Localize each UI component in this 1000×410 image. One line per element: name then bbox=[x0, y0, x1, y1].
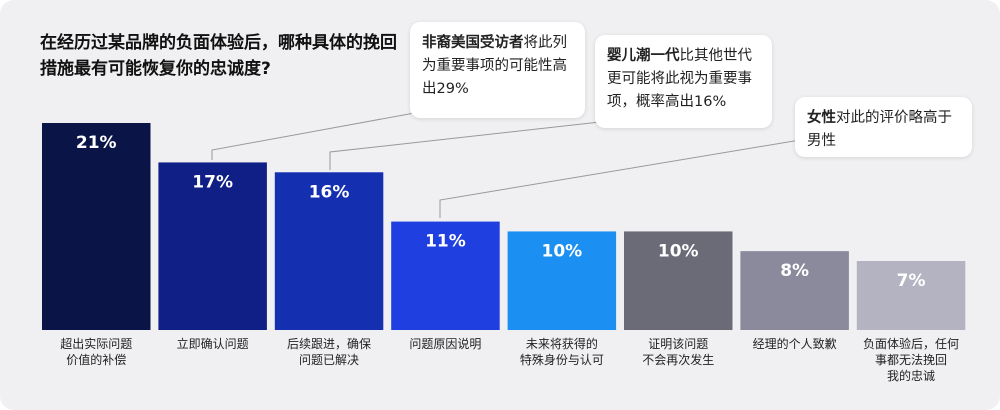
callout: 婴儿潮一代比其他世代更可能将此视为重要事项，概率高出16% bbox=[595, 35, 772, 128]
value-label: 10% bbox=[541, 241, 582, 261]
value-label: 10% bbox=[658, 241, 699, 261]
x-tick-label: 未来将获得的 特殊身份与认可 bbox=[519, 337, 604, 367]
callout-text: 比其他世代更可能将此视为重要事项，概率高出16% bbox=[607, 48, 752, 110]
callout: 女性对此的评价略高于男性 bbox=[795, 97, 972, 157]
connector bbox=[439, 139, 801, 218]
value-label: 17% bbox=[192, 172, 233, 192]
connectors bbox=[211, 111, 801, 218]
callout-bold: 非裔美国受访者 bbox=[422, 35, 524, 51]
callout-text: 对此的评价略高于男性 bbox=[807, 110, 952, 149]
bar bbox=[158, 162, 267, 330]
callout: 非裔美国受访者将此列为重要事项的可能性高出29% bbox=[410, 22, 585, 118]
bar bbox=[507, 231, 617, 330]
x-tick-label: 证明该问题 不会再次发生 bbox=[642, 337, 715, 367]
value-label: 11% bbox=[425, 232, 466, 252]
value-label: 21% bbox=[76, 133, 117, 153]
x-tick-label: 问题原因说明 bbox=[409, 337, 482, 351]
bar bbox=[740, 251, 849, 330]
chart-title: 在经历过某品牌的负面体验后，哪种具体的挽回措施最有可能恢复你的忠诚度? bbox=[40, 33, 397, 79]
connector bbox=[211, 111, 421, 160]
connector bbox=[329, 121, 601, 170]
callout-bold: 婴儿潮一代 bbox=[607, 48, 680, 64]
value-label: 16% bbox=[309, 182, 350, 202]
bar bbox=[391, 221, 500, 330]
bar bbox=[274, 172, 384, 330]
callout-bold: 女性 bbox=[807, 110, 836, 126]
x-tick-label: 后续跟进，确保 问题已解决 bbox=[287, 337, 372, 367]
x-tick-label: 超出实际问题 价值的补偿 bbox=[60, 337, 133, 367]
x-tick-label: 立即确认问题 bbox=[176, 337, 249, 351]
bar bbox=[856, 261, 966, 330]
bar bbox=[42, 123, 151, 330]
callout-text: 将此列为重要事项的可能性高出29% bbox=[422, 35, 567, 97]
x-tick-label: 经理的个人致歉 bbox=[752, 337, 837, 351]
bar bbox=[624, 231, 733, 330]
x-tick-label: 负面体验后，任何 事都无法挽回 我的忠诚 bbox=[863, 337, 960, 383]
value-label: 8% bbox=[780, 261, 809, 281]
value-label: 7% bbox=[897, 271, 926, 291]
